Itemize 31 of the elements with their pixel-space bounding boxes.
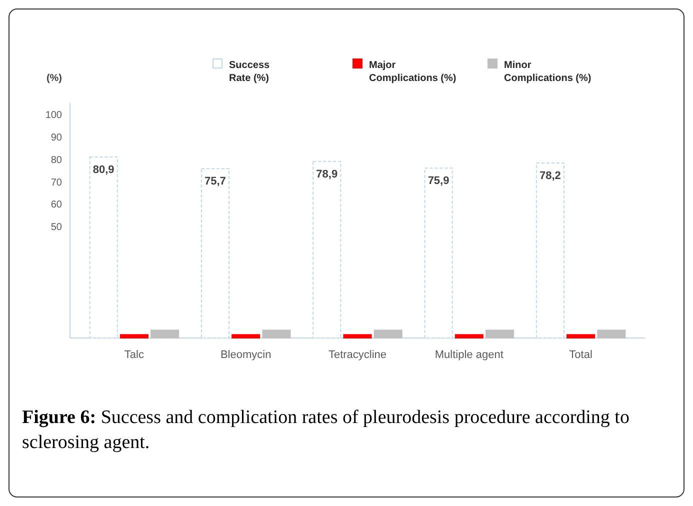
- bar: [120, 334, 148, 338]
- bar: [566, 334, 596, 338]
- bar: [597, 330, 626, 338]
- y-tick-label: 70: [50, 177, 62, 188]
- data-label: 75,9: [428, 175, 450, 188]
- legend-label: Success Rate (%): [229, 60, 270, 84]
- bar: [232, 334, 260, 338]
- legend-label: Minor Complications (%): [504, 60, 592, 84]
- bar: [343, 334, 372, 338]
- bar: [150, 330, 180, 338]
- bar: [485, 330, 514, 338]
- bar: [374, 330, 402, 338]
- data-label: 75,7: [204, 176, 226, 188]
- x-tick-label: Tetracycline: [328, 349, 387, 361]
- data-label: 78,2: [539, 170, 561, 182]
- y-tick-label: 100: [45, 110, 62, 122]
- legend-label: Major Complications (%): [369, 60, 456, 84]
- data-label: 80,9: [92, 164, 114, 176]
- y-tick-label: 90: [50, 132, 62, 144]
- x-tick-label: Bleomycin: [220, 349, 272, 361]
- x-tick-label: Multiple agent: [434, 349, 504, 361]
- caption: Figure 6: Success and complication rates of pleurodesis procedure according to sclerosing agent.: [22, 407, 630, 453]
- bar: [454, 334, 484, 338]
- y-tick-label: 50: [50, 222, 62, 234]
- x-tick-label: Total: [569, 349, 592, 361]
- x-tick-label: Talc: [124, 349, 144, 361]
- y-axis-title: (%): [46, 73, 62, 84]
- data-label: 78,9: [316, 168, 338, 180]
- bar: [262, 330, 291, 338]
- y-tick-label: 80: [50, 154, 62, 166]
- y-tick-label: 60: [50, 200, 62, 211]
